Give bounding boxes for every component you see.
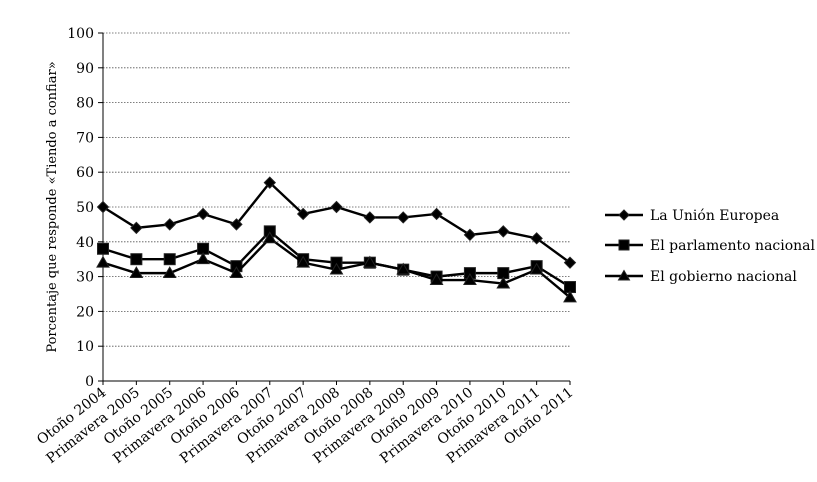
legend-label: El gobierno nacional: [650, 269, 797, 285]
data-point: [229, 266, 244, 279]
data-point: [196, 252, 210, 265]
y-tick-label: 60: [76, 165, 94, 181]
y-tick-label: 80: [76, 96, 94, 112]
series-group: [96, 176, 577, 303]
data-point: [397, 211, 410, 224]
y-tick-label: 100: [67, 26, 94, 42]
data-point: [396, 262, 411, 275]
data-point: [530, 232, 543, 245]
data-point: [263, 176, 276, 189]
legend-label: La Unión Europea: [650, 208, 779, 224]
data-point: [429, 273, 444, 285]
data-point: [563, 256, 577, 269]
data-point: [363, 211, 377, 224]
data-point: [497, 225, 510, 238]
data-point: [496, 276, 511, 289]
y-tick-label: 0: [85, 374, 94, 390]
y-tick-label: 50: [76, 200, 94, 216]
legend-label: El parlamento nacional: [650, 238, 816, 254]
data-point: [296, 255, 311, 268]
y-tick-label: 70: [76, 130, 94, 146]
data-point: [296, 207, 310, 221]
y-tick-label: 20: [76, 304, 94, 320]
data-point: [130, 221, 143, 235]
y-tick-label: 90: [76, 61, 94, 77]
data-point: [529, 262, 544, 275]
data-point: [96, 200, 110, 214]
data-point: [329, 262, 344, 275]
data-point: [129, 266, 144, 279]
legend-item: La Unión Europea: [605, 208, 779, 224]
legend-item: El gobierno nacional: [605, 269, 797, 285]
legend-marker: [618, 209, 630, 221]
data-point: [96, 255, 110, 268]
data-point: [430, 207, 443, 221]
data-point: [330, 200, 343, 214]
data-point: [196, 207, 210, 221]
data-point: [130, 253, 143, 266]
series-el-gobierno-nacional: [96, 231, 577, 303]
data-point: [362, 255, 377, 268]
legend-marker: [618, 239, 630, 251]
data-point: [163, 218, 176, 231]
legend-item: El parlamento nacional: [605, 238, 816, 254]
legend: La Unión Europea El parlamento nacional El…: [605, 208, 816, 285]
data-point: [563, 290, 577, 303]
y-tick-label: 30: [76, 270, 94, 286]
data-point: [97, 242, 109, 255]
y-axis-label: Porcentaje que responde «Tiendo a confia…: [45, 61, 60, 352]
grid-lines: [103, 32, 570, 347]
y-tick-label: 10: [76, 339, 94, 355]
data-point: [463, 228, 477, 242]
series-la-union-europea: [96, 176, 577, 269]
legend-marker: [617, 269, 631, 281]
data-point: [162, 266, 177, 279]
y-tick-label: 40: [76, 235, 94, 251]
data-point: [230, 218, 243, 231]
y-tick-labels: 0 10 20 30 40 50 60 70 80 90 100: [67, 26, 94, 390]
data-point: [262, 231, 277, 244]
data-point: [463, 273, 477, 285]
data-point: [163, 253, 176, 266]
